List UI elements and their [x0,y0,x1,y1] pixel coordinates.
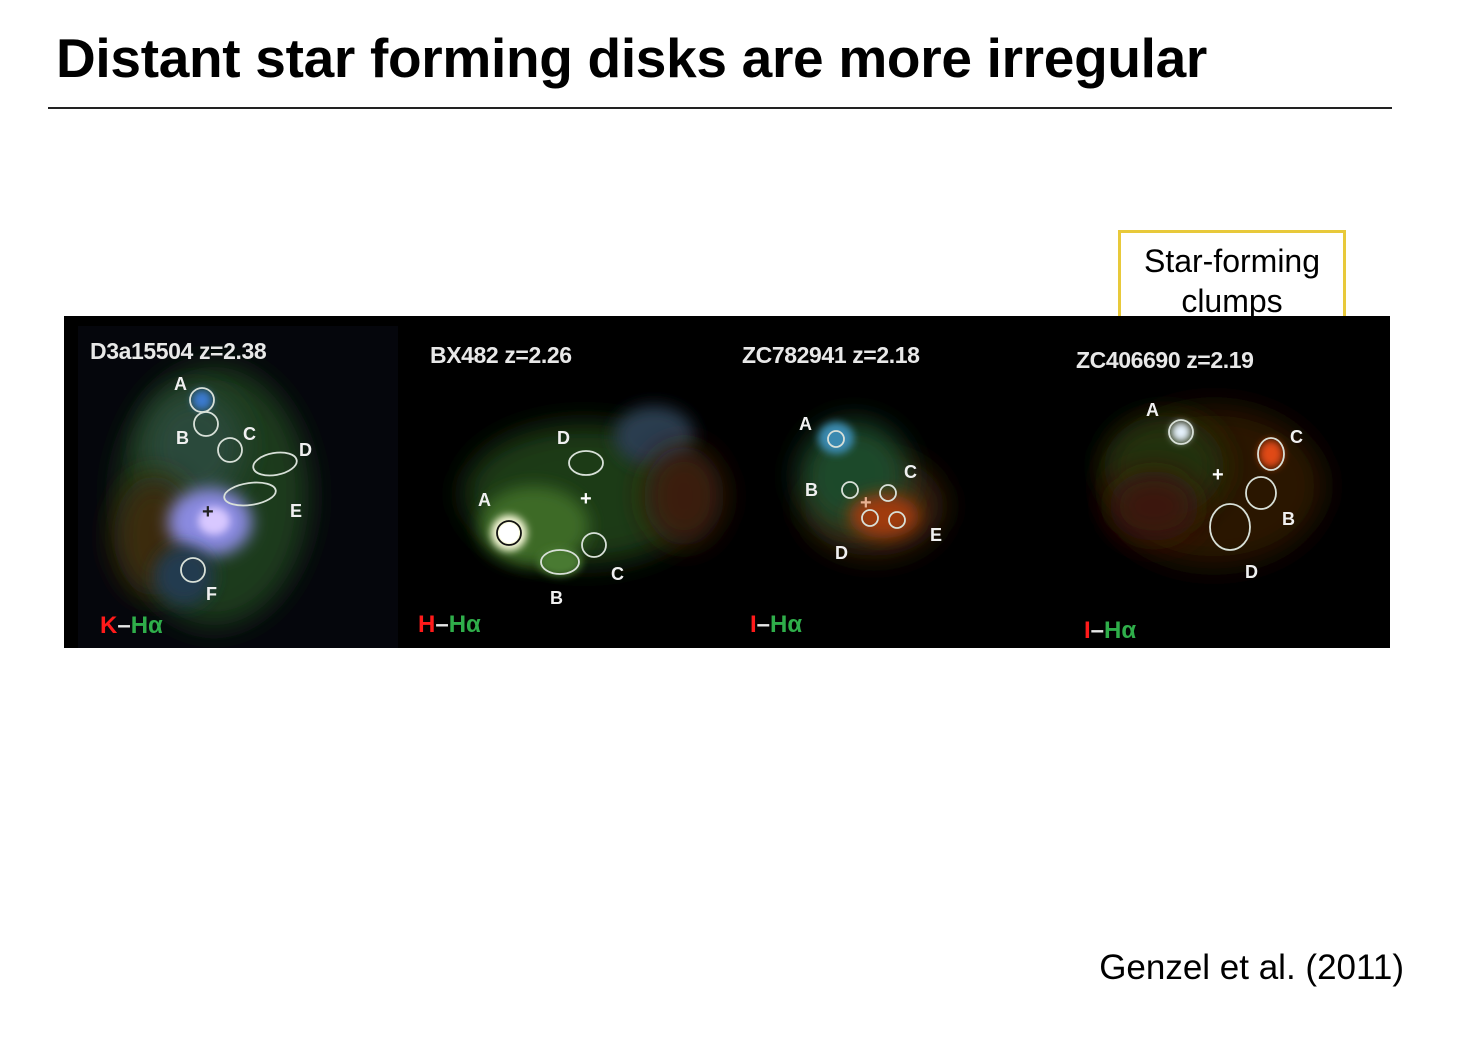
panel-2-label: BX482 z=2.26 [430,342,572,368]
clump-label: B [550,588,563,608]
panel-2-band-legend: H–Hα [418,611,481,638]
callout-line-2: clumps [1181,283,1283,319]
clump-label: E [290,501,303,521]
panel-1-label: D3a15504 z=2.38 [90,338,267,364]
panel-3-image [799,421,944,556]
center-marker: + [860,492,872,514]
galaxy-figure: D3a15504 z=2.38 BX482 z=2.26 ZC782941 z=… [64,316,1390,648]
clump-label: D [299,440,312,460]
clump-label: A [1146,400,1159,420]
panel-1-image [78,326,398,648]
clump-label: B [176,428,189,448]
panel-3-band-legend: I–Hα [750,611,803,638]
panel-2-image [464,406,724,576]
clump-label: F [206,584,217,604]
center-marker: + [202,501,214,523]
center-marker: + [1212,464,1224,486]
panel-4-band-legend: I–Hα [1084,617,1137,644]
panel-4-clump-outlines [1168,419,1285,551]
title-divider [48,107,1392,109]
panel-1-clump-outlines [180,387,298,583]
clump-label: A [799,414,812,434]
clump-label: D [835,543,848,563]
callout-box: Star-forming clumps [1118,230,1346,330]
panel-3-label: ZC782941 z=2.18 [742,342,920,368]
clump-label: D [1245,562,1258,582]
clump-label: C [611,564,624,584]
clump-label: A [478,490,491,510]
citation: Genzel et al. (2011) [1099,948,1404,987]
panel-3-clump-outlines [827,430,906,529]
clump-label: C [1290,427,1303,447]
slide-title: Distant star forming disks are more irre… [56,27,1208,89]
panel-2-clump-outlines [496,450,607,575]
clump-label: D [557,428,570,448]
clump-label: B [1282,509,1295,529]
clump-label: A [174,374,187,394]
panel-4-image [1104,406,1324,566]
galaxy-images [78,326,1324,648]
clump-label: E [930,525,943,545]
callout-line-1: Star-forming [1143,243,1321,279]
panel-1-band-legend: K–Hα [100,612,163,639]
clump-label: B [805,480,818,500]
clump-label: C [904,462,917,482]
panel-4-label: ZC406690 z=2.19 [1076,347,1254,373]
clump-label: C [243,424,256,444]
center-marker: + [580,488,592,510]
